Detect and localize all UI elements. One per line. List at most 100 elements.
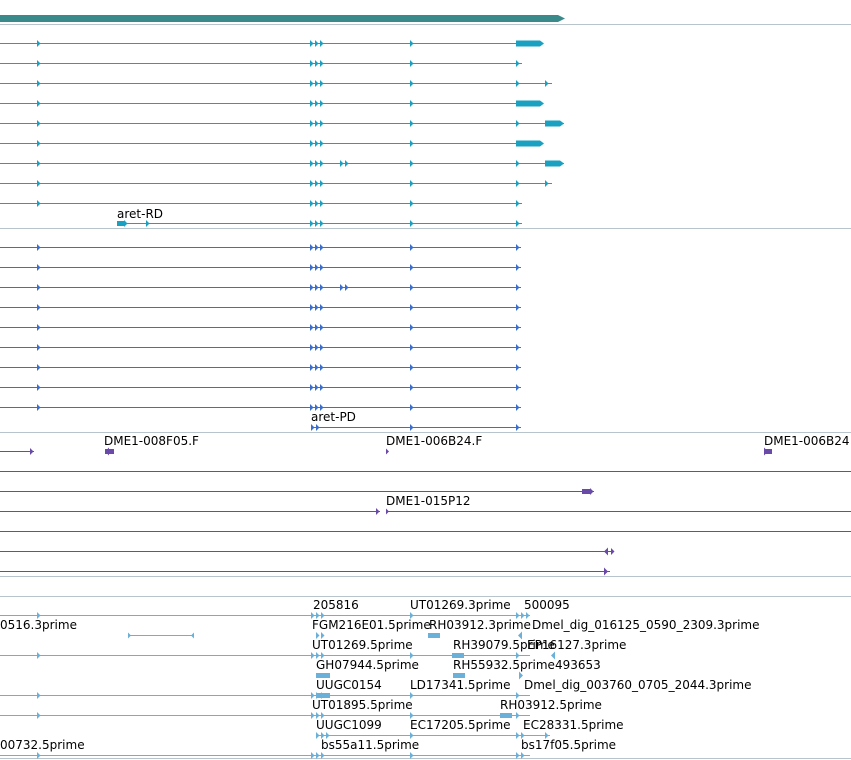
exon-arrow <box>310 100 314 107</box>
exon-arrow <box>315 200 319 207</box>
protein-track[interactable] <box>0 244 521 431</box>
exon-arrow <box>105 447 109 456</box>
est-label[interactable]: 205816 <box>313 598 359 612</box>
est-label[interactable]: UT01269.5prime <box>312 638 413 652</box>
exon-arrow <box>320 180 324 187</box>
est-label[interactable]: 00732.5prime <box>0 738 85 752</box>
est-label[interactable]: RH03912.3prime <box>429 618 531 632</box>
est-label[interactable]: EC28331.5prime <box>523 718 624 732</box>
est-label[interactable]: UT01895.5prime <box>312 698 413 712</box>
exon-arrow <box>321 652 325 659</box>
exon-arrow <box>516 712 520 719</box>
exon-arrow <box>320 264 324 271</box>
exon-arrow <box>386 508 389 515</box>
exon-arrow <box>37 264 41 271</box>
est-label[interactable]: FGM216E01.5prime <box>312 618 431 632</box>
clone-label[interactable]: DME1-008F05.F <box>104 434 199 448</box>
exon-arrow <box>516 612 520 619</box>
transcript-label-aret-rd[interactable]: aret-RD <box>117 207 164 221</box>
exon-arrow <box>310 324 314 331</box>
est-label[interactable]: 493653 <box>555 658 601 672</box>
exon-arrow <box>526 612 530 619</box>
exon-arrow <box>521 752 525 759</box>
exon-arrow <box>590 488 594 495</box>
exon-block <box>500 713 512 718</box>
exon-arrow <box>320 140 324 147</box>
est-label[interactable]: EP16127.3prime <box>527 638 627 652</box>
protein-label-aret-pd[interactable]: aret-PD <box>311 410 356 424</box>
exon-arrow <box>37 160 41 167</box>
clone-label[interactable]: DME1-006B24 <box>764 434 850 448</box>
exon-arrow <box>320 220 324 227</box>
est-label[interactable]: LD17341.5prime <box>410 678 511 692</box>
exon-arrow <box>37 384 41 391</box>
exon-arrow <box>310 284 314 291</box>
clone-label[interactable]: DME1-015P12 <box>386 494 471 508</box>
clone-label[interactable]: DME1-006B24.F <box>386 434 483 448</box>
exon-arrow <box>315 160 319 167</box>
exon-arrow <box>516 304 520 311</box>
exon-block <box>764 449 772 454</box>
gene-track[interactable] <box>0 15 565 22</box>
exon-block <box>582 489 590 494</box>
est-label[interactable]: bs55a11.5prime <box>321 738 420 752</box>
est-track[interactable] <box>0 612 555 759</box>
est-label[interactable]: EC17205.5prime <box>410 718 511 732</box>
exon-arrow <box>410 284 414 291</box>
exon-arrow <box>320 364 324 371</box>
exon-arrow <box>545 732 549 739</box>
exon-arrow <box>311 424 315 431</box>
exon-arrow <box>310 140 314 147</box>
exon-arrow <box>321 612 325 619</box>
exon-arrow <box>410 40 414 47</box>
est-label[interactable]: Dmel_dig_003760_0705_2044.3prime <box>524 678 752 692</box>
est-label[interactable]: RH55932.5prime <box>453 658 555 672</box>
est-label[interactable]: RH03912.5prime <box>500 698 602 712</box>
exon-arrow <box>320 100 324 107</box>
exon-arrow <box>315 404 319 411</box>
exon-arrow <box>37 80 41 87</box>
exon-arrow <box>516 384 520 391</box>
est-label[interactable]: UT01269.3prime <box>410 598 511 612</box>
exon-arrow <box>37 200 41 207</box>
exon-arrow <box>410 692 414 699</box>
exon-arrow <box>386 448 389 455</box>
exon-arrow <box>315 364 319 371</box>
exon-arrow <box>315 220 319 227</box>
exon-arrow <box>320 120 324 127</box>
exon-arrow <box>340 284 344 291</box>
exon-arrow <box>410 244 414 251</box>
est-label[interactable]: 0516.3prime <box>0 618 77 632</box>
exon-arrow <box>410 344 414 351</box>
exon-block <box>316 693 330 698</box>
exon-arrow <box>516 752 520 759</box>
exon-arrow <box>37 712 41 719</box>
exon-arrow <box>345 160 349 167</box>
exon-arrow <box>37 304 41 311</box>
exon-arrow <box>310 80 314 87</box>
est-label[interactable]: Dmel_dig_016125_0590_2309.3prime <box>532 618 760 632</box>
est-label[interactable]: 500095 <box>524 598 570 612</box>
est-label[interactable]: UUGC1099 <box>316 718 382 732</box>
exon-arrow <box>316 632 320 639</box>
clone-track[interactable] <box>0 447 851 576</box>
exon-arrow <box>315 80 319 87</box>
exon-arrow <box>315 384 319 391</box>
exon-arrow <box>560 160 564 167</box>
transcript-track[interactable] <box>0 40 564 227</box>
est-label[interactable]: bs17f05.5prime <box>521 738 617 752</box>
exon-block <box>453 673 465 678</box>
exon-arrow <box>516 324 520 331</box>
exon-arrow <box>320 200 324 207</box>
exon-arrow <box>315 100 319 107</box>
est-label[interactable]: RH39079.5prime <box>453 638 555 652</box>
exon-arrow <box>37 692 41 699</box>
exon-arrow <box>345 284 349 291</box>
est-label[interactable]: UUGC0154 <box>316 678 382 692</box>
exon-arrow <box>316 712 320 719</box>
exon-arrow <box>320 304 324 311</box>
exon-block <box>316 673 330 678</box>
est-label[interactable]: GH07944.5prime <box>316 658 419 672</box>
exon-arrow <box>320 284 324 291</box>
